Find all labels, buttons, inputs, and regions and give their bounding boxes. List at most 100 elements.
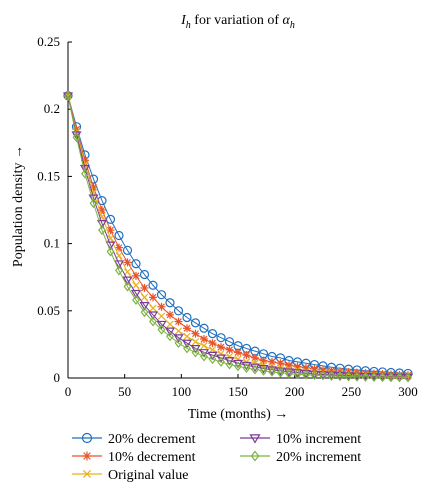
data-point-circle [182,312,192,323]
data-point-diamond [106,246,115,257]
series-10-increment [62,92,414,383]
data-point-asterisk [174,317,183,326]
data-point-asterisk [140,283,149,292]
data-point-circle [165,298,175,308]
data-point-diamond [123,281,132,292]
data-point-diamond [302,369,310,380]
data-point-diamond [157,324,166,335]
data-point-triangle [181,339,193,349]
data-point-cross [149,304,157,312]
data-point-diamond [387,372,395,383]
data-point-asterisk [191,329,200,338]
data-point-asterisk [242,351,251,360]
y-tick-label: 0.25 [37,34,60,49]
x-tick-label: 100 [172,384,192,399]
series-original-value [64,92,412,381]
data-point-diamond [183,343,191,354]
y-tick-label: 0.15 [37,168,60,183]
data-point-diamond [336,371,344,382]
data-point-triangle [198,349,210,358]
data-point-cross [140,293,149,301]
data-point-asterisk [251,353,259,362]
data-point-diamond [310,370,319,381]
data-point-cross [166,320,174,328]
data-point-triangle [79,164,91,174]
legend-label: Original value [108,468,188,483]
data-point-diamond [166,331,174,342]
data-point-asterisk [157,302,166,311]
data-point-triangle [156,320,167,330]
data-point-diamond [361,371,370,382]
series-20-increment [64,90,412,383]
data-point-diamond [98,225,106,236]
data-point-cross [200,342,208,350]
data-point-asterisk [225,345,234,354]
data-point-diamond [319,370,327,381]
series-line [67,95,409,374]
data-point-cross [225,352,234,361]
data-point-triangle [147,311,159,321]
data-point-diamond [81,168,89,179]
data-point-circle [199,323,209,333]
data-point-diamond [132,295,140,306]
data-point-diamond [344,371,353,382]
data-point-triangle [130,289,142,299]
data-point-circle [156,290,167,300]
y-tick-label: 0 [54,370,61,385]
data-point-diamond [268,366,276,377]
data-point-diamond [191,347,200,358]
y-axis-label: Population density → [11,145,26,267]
data-point-diamond [251,364,259,375]
legend-item: 10% increment [240,432,361,447]
legend-item: 10% decrement [72,450,196,465]
data-point-circle [224,337,235,347]
data-point-asterisk [166,310,174,319]
legend-label: 10% decrement [108,450,196,465]
data-point-circle [207,329,218,339]
data-point-cross [191,338,200,346]
data-point-cross [132,281,140,289]
data-point-triangle [173,334,184,343]
data-point-diamond [200,351,208,362]
data-point-triangle [88,194,99,204]
data-point-diamond [250,450,260,462]
data-point-asterisk [115,243,123,252]
data-point-diamond [404,372,412,383]
data-point-circle [122,245,133,255]
data-point-diamond [370,372,378,383]
data-point-cross [157,312,166,320]
x-tick-label: 50 [118,384,131,399]
data-point-triangle [164,327,176,337]
data-point-diamond [259,365,268,376]
y-tick-label: 0.1 [44,236,60,251]
x-tick-label: 200 [285,384,305,399]
legend-label: 20% increment [276,450,361,465]
data-point-asterisk [82,451,92,461]
data-point-diamond [217,356,225,367]
legend-item: 20% decrement [72,432,196,447]
data-point-diamond [234,361,242,372]
data-point-diamond [174,338,183,349]
data-point-cross [98,213,106,221]
data-point-asterisk [285,361,293,370]
data-point-diamond [225,359,234,370]
data-point-asterisk [132,271,140,280]
data-point-diamond [115,265,123,276]
data-point-asterisk [217,343,225,352]
y-tick-label: 0.05 [37,303,60,318]
data-point-asterisk [123,258,132,267]
series-20-decrement [63,91,413,379]
x-tick-label: 300 [398,384,418,399]
legend: 20% decrement 10% decrement Original value… [72,432,361,483]
data-point-circle [148,280,158,290]
data-point-triangle [207,351,218,361]
data-point-circle [81,432,93,444]
data-point-circle [114,230,124,241]
data-point-cross [82,469,92,479]
data-point-cross [259,361,268,369]
x-tick-label: 150 [228,384,248,399]
data-point-triangle [224,357,235,366]
data-point-diamond [242,363,251,374]
